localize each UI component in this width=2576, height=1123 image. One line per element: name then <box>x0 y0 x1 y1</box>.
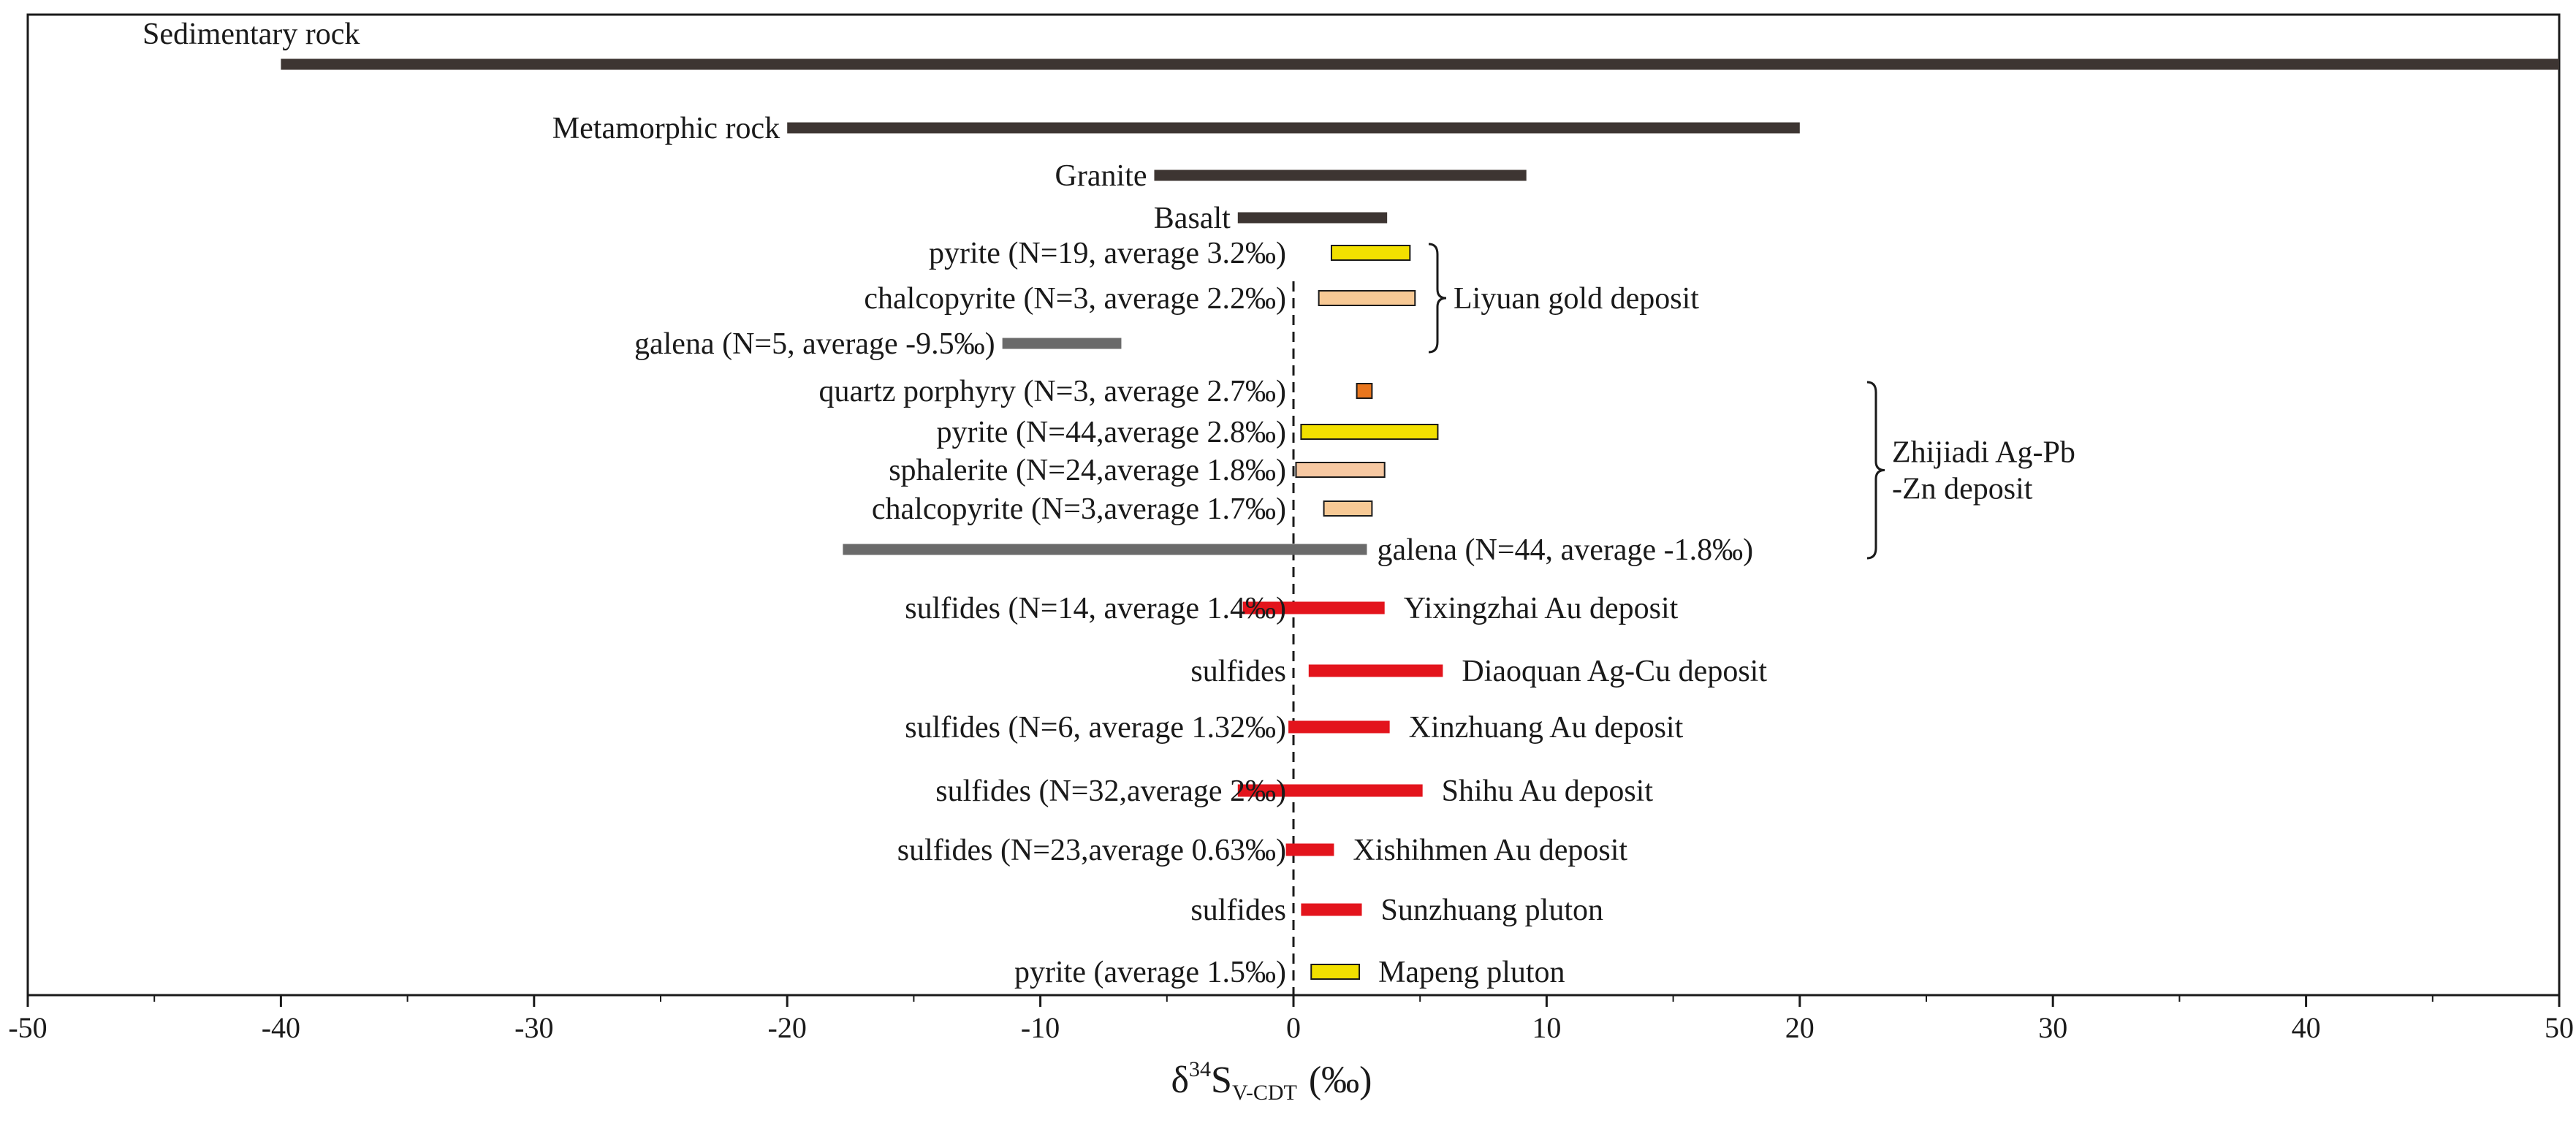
deposit-label-13: Diaoquan Ag-Cu deposit <box>1462 655 1767 688</box>
x-axis-title-sub: V-CDT <box>1232 1081 1297 1105</box>
bar-label-9: sphalerite (N=24,average 1.8‰) <box>889 454 1286 487</box>
deposit-label-12: Yixingzhai Au deposit <box>1404 592 1679 625</box>
group-label-0-0: Liyuan gold deposit <box>1454 282 1699 316</box>
x-tick-label-0: -50 <box>8 1011 47 1044</box>
x-tick-label-3: -20 <box>768 1011 807 1044</box>
deposit-label-18: Mapeng pluton <box>1378 956 1565 989</box>
x-tick-label-6: 10 <box>1532 1011 1561 1044</box>
group-bracket-1 <box>1866 381 1885 560</box>
group-brackets-layer: Liyuan gold deposit Zhijiadi Ag-Pb-Zn dep… <box>1428 243 2075 560</box>
x-axis-title: δ34SV-CDT (‰) <box>1171 1057 1372 1105</box>
x-tick-label-1: -40 <box>262 1011 300 1044</box>
x-axis: -50 -40 -30 -20 -10 0 10 20 30 40 50 <box>8 995 2574 1044</box>
x-axis-title-main: S <box>1211 1059 1232 1101</box>
bar-label-13: sulfides <box>1190 655 1286 688</box>
bar-label-4: pyrite (N=19, average 3.2‰) <box>929 237 1286 270</box>
range-bar-1 <box>787 122 1800 134</box>
deposit-label-15: Shihu Au deposit <box>1442 774 1654 808</box>
bars-layer <box>281 58 2560 995</box>
deposit-label-16: Xishihmen Au deposit <box>1353 834 1627 867</box>
range-bar-10 <box>1323 500 1373 517</box>
range-bar-7 <box>1356 383 1373 399</box>
range-bar-4 <box>1330 245 1411 261</box>
bar-label-8: pyrite (N=44,average 2.8‰) <box>936 416 1286 449</box>
range-bar-14 <box>1288 720 1390 734</box>
x-tick-label-8: 30 <box>2038 1011 2067 1044</box>
range-bar-17 <box>1301 903 1362 916</box>
range-bar-6 <box>1002 338 1122 349</box>
group-label-1-0: Zhijiadi Ag-Pb <box>1892 436 2075 470</box>
range-bar-13 <box>1308 664 1443 677</box>
range-bar-15 <box>1237 784 1423 797</box>
deposit-label-17: Sunzhuang pluton <box>1381 894 1603 927</box>
x-axis-title-unit: (‰) <box>1309 1059 1372 1101</box>
range-bar-12 <box>1242 601 1385 614</box>
labels-layer: Sedimentary rock Metamorphic rock GraniteB… <box>143 18 1767 989</box>
bar-label-0: Sedimentary rock <box>143 18 360 51</box>
group-label-1-1: -Zn deposit <box>1892 473 2033 506</box>
range-bar-18 <box>1310 964 1361 980</box>
bar-label-10: chalcopyrite (N=3,average 1.7‰) <box>872 492 1286 526</box>
deposit-label-14: Xinzhuang Au deposit <box>1409 711 1684 745</box>
bar-label-3: Basalt <box>1154 202 1231 235</box>
x-axis-title-sup: 34 <box>1189 1057 1211 1081</box>
range-bar-11 <box>843 544 1367 555</box>
range-bar-2 <box>1154 170 1527 181</box>
bar-label-18: pyrite (average 1.5‰) <box>1014 956 1286 989</box>
x-tick-label-7: 20 <box>1785 1011 1815 1044</box>
bar-label-5: chalcopyrite (N=3, average 2.2‰) <box>864 282 1286 316</box>
bar-label-6: galena (N=5, average -9.5‰) <box>634 327 995 361</box>
x-axis-title-delta: δ <box>1171 1059 1190 1101</box>
bar-label-1: Metamorphic rock <box>552 112 780 145</box>
bar-label-15: sulfides (N=32,average 2‰) <box>935 774 1286 808</box>
x-tick-label-9: 40 <box>2292 1011 2321 1044</box>
x-tick-label-2: -30 <box>514 1011 553 1044</box>
bar-label-11: galena (N=44, average -1.8‰) <box>1377 533 1753 567</box>
bar-label-12: sulfides (N=14, average 1.4‰) <box>905 592 1286 625</box>
x-tick-label-5: 0 <box>1286 1011 1301 1044</box>
range-bar-9 <box>1295 462 1386 478</box>
range-bar-3 <box>1237 212 1388 224</box>
x-tick-label-4: -10 <box>1021 1011 1060 1044</box>
range-bar-16 <box>1285 843 1334 856</box>
bar-label-7: quartz porphyry (N=3, average 2.7‰) <box>819 375 1286 408</box>
range-bar-8 <box>1300 424 1439 440</box>
bar-label-16: sulfides (N=23,average 0.63‰) <box>897 834 1286 867</box>
x-tick-label-10: 50 <box>2545 1011 2574 1044</box>
bar-label-17: sulfides <box>1190 894 1286 927</box>
bar-label-14: sulfides (N=6, average 1.32‰) <box>905 711 1286 745</box>
group-bracket-0 <box>1428 243 1447 354</box>
bar-label-2: Granite <box>1055 159 1147 193</box>
range-bar-0 <box>281 58 2560 70</box>
range-bar-5 <box>1318 290 1416 306</box>
